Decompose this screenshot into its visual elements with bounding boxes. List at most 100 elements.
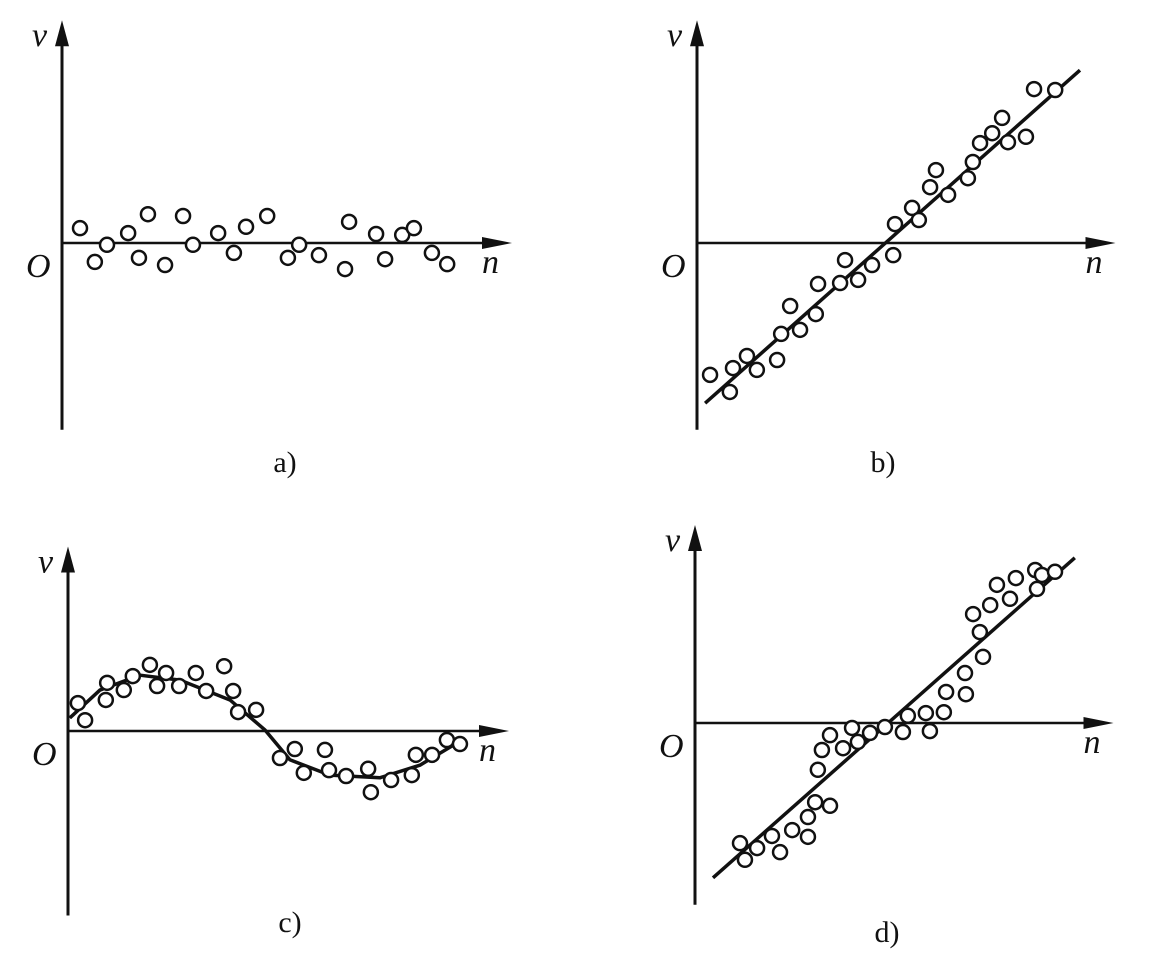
y-axis-label: v [665, 522, 681, 559]
data-point [1046, 81, 1064, 99]
data-point [884, 246, 902, 264]
data-point [340, 213, 358, 231]
data-point [97, 691, 115, 709]
origin-label: O [26, 248, 51, 285]
data-point [229, 703, 247, 721]
x-axis-label: n [482, 244, 499, 281]
data-point [935, 703, 953, 721]
data-point [359, 760, 377, 778]
data-point [98, 236, 116, 254]
data-point [831, 274, 849, 292]
data-point [886, 215, 904, 233]
data-point [738, 347, 756, 365]
data-point [959, 169, 977, 187]
data-point [316, 741, 334, 759]
data-point [237, 218, 255, 236]
data-point [964, 153, 982, 171]
y-arrow [688, 525, 702, 551]
data-point [1017, 128, 1035, 146]
data-point [974, 648, 992, 666]
data-point [849, 733, 867, 751]
data-point [184, 236, 202, 254]
data-point [337, 767, 355, 785]
data-point [130, 249, 148, 267]
data-point [209, 224, 227, 242]
data-point [981, 596, 999, 614]
data-point [1001, 590, 1019, 608]
data-point [791, 321, 809, 339]
panel-caption: d) [875, 916, 900, 949]
data-point [964, 605, 982, 623]
data-point [768, 351, 786, 369]
data-point [809, 275, 827, 293]
data-point [939, 186, 957, 204]
data-point [174, 207, 192, 225]
data-point [899, 707, 917, 725]
origin-label: O [32, 736, 57, 773]
data-point [423, 746, 441, 764]
data-point [115, 681, 133, 699]
data-point [809, 761, 827, 779]
x-axis-label: n [479, 732, 496, 769]
data-point [910, 211, 928, 229]
data-point [438, 255, 456, 273]
data-point [86, 253, 104, 271]
data-point [836, 251, 854, 269]
fit-curve [703, 68, 1082, 405]
data-point [806, 793, 824, 811]
data-point [799, 828, 817, 846]
data-point [736, 851, 754, 869]
data-point [821, 726, 839, 744]
data-point [423, 244, 441, 262]
y-axis-label: v [32, 17, 48, 54]
data-point [772, 325, 790, 343]
data-point [362, 783, 380, 801]
y-arrow [61, 546, 75, 573]
data-point [258, 207, 276, 225]
data-point [119, 224, 137, 242]
data-point [781, 297, 799, 315]
data-point [405, 219, 423, 237]
data-point [894, 723, 912, 741]
data-point [403, 766, 421, 784]
data-point [376, 250, 394, 268]
data-point [382, 771, 400, 789]
data-point [71, 219, 89, 237]
data-point [157, 664, 175, 682]
data-point [843, 719, 861, 737]
data-point [367, 225, 385, 243]
data-point [310, 246, 328, 264]
data-point [724, 359, 742, 377]
data-point [76, 711, 94, 729]
data-point [748, 361, 766, 379]
data-point [1033, 566, 1051, 584]
data-point [451, 735, 469, 753]
data-point [988, 576, 1006, 594]
data-point [813, 741, 831, 759]
data-point [124, 667, 142, 685]
data-point [956, 664, 974, 682]
data-point [876, 718, 894, 736]
y-axis-label: v [38, 543, 54, 580]
data-point [141, 656, 159, 674]
panel-caption: b) [871, 446, 896, 479]
data-point [993, 109, 1011, 127]
data-point [286, 740, 304, 758]
data-point [999, 133, 1017, 151]
data-point [320, 761, 338, 779]
data-point [807, 305, 825, 323]
data-point [1025, 80, 1043, 98]
data-point [927, 161, 945, 179]
data-point [771, 843, 789, 861]
data-point [983, 124, 1001, 142]
data-point [834, 739, 852, 757]
data-point [821, 797, 839, 815]
data-point [917, 704, 935, 722]
data-point [937, 683, 955, 701]
data-point [971, 134, 989, 152]
data-point [336, 260, 354, 278]
data-point [799, 808, 817, 826]
panel-caption: c) [278, 906, 301, 939]
data-point [861, 724, 879, 742]
